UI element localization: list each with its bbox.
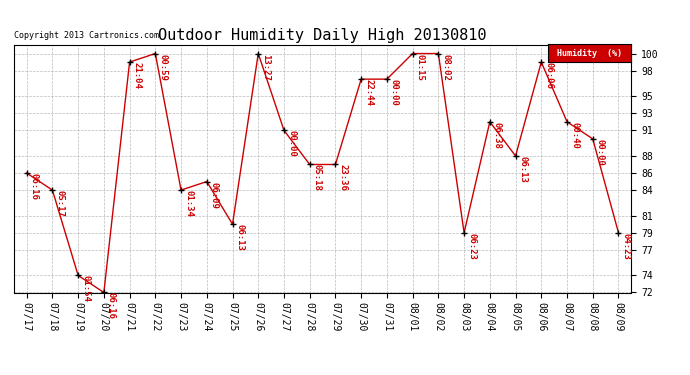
Text: 00:40: 00:40 <box>570 122 579 148</box>
Text: 13:27: 13:27 <box>262 54 270 80</box>
Text: 00:00: 00:00 <box>287 130 296 157</box>
Text: 06:13: 06:13 <box>235 224 244 251</box>
Text: 05:18: 05:18 <box>313 165 322 191</box>
Text: 00:00: 00:00 <box>390 79 399 106</box>
Text: 06:13: 06:13 <box>519 156 528 183</box>
Text: 06:06: 06:06 <box>544 62 553 89</box>
Text: 00:59: 00:59 <box>159 54 168 80</box>
Text: 22:44: 22:44 <box>364 79 373 106</box>
Text: 06:09: 06:09 <box>210 182 219 209</box>
Text: 23:36: 23:36 <box>339 165 348 191</box>
Title: Outdoor Humidity Daily High 20130810: Outdoor Humidity Daily High 20130810 <box>158 28 487 43</box>
Text: 04:23: 04:23 <box>622 233 631 260</box>
Text: 08:02: 08:02 <box>442 54 451 80</box>
Text: 06:23: 06:23 <box>467 233 476 260</box>
Text: 01:54: 01:54 <box>81 275 90 302</box>
Text: 06:16: 06:16 <box>107 292 116 320</box>
Text: 21:04: 21:04 <box>132 62 141 89</box>
Text: 06:38: 06:38 <box>493 122 502 148</box>
Text: 01:15: 01:15 <box>415 54 425 80</box>
Text: Copyright 2013 Cartronics.com: Copyright 2013 Cartronics.com <box>14 31 159 40</box>
Text: 06:16: 06:16 <box>30 173 39 200</box>
Text: 00:00: 00:00 <box>596 139 605 166</box>
Text: 01:34: 01:34 <box>184 190 193 217</box>
Text: 05:17: 05:17 <box>55 190 64 217</box>
